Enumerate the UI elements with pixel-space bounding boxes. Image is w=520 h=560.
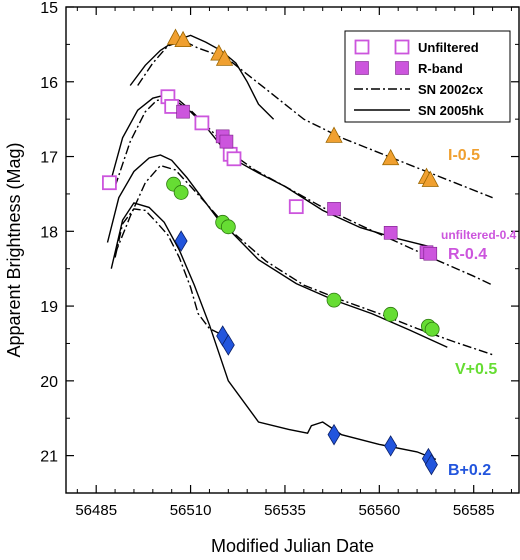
legend-label-r-band: R-band bbox=[418, 61, 463, 76]
data-markers bbox=[102, 28, 440, 476]
band-label-v: V+0.5 bbox=[455, 361, 497, 378]
data-point-v-0-5 bbox=[424, 321, 440, 337]
data-point-b-0-2 bbox=[424, 453, 438, 476]
y-tick-label: 18 bbox=[40, 224, 58, 241]
y-tick-label: 16 bbox=[40, 75, 58, 92]
legend-item-unfiltered: Unfiltered bbox=[354, 39, 479, 55]
axes: 56485 56510 56535 56560 56585 15 16 17 18 19 20 21 bbox=[40, 0, 519, 519]
x-axis-label: Modified Julian Date bbox=[211, 536, 374, 556]
data-point-i-0-5 bbox=[174, 30, 192, 48]
data-point-i-0-5 bbox=[421, 170, 439, 187]
curve-sn2005hk-b bbox=[110, 202, 437, 461]
data-point-b-0-2 bbox=[221, 334, 235, 356]
y-tick-label: 15 bbox=[40, 0, 58, 17]
y-tick-label: 17 bbox=[40, 150, 58, 167]
data-point-r-band bbox=[327, 202, 341, 216]
data-point-v-0-5 bbox=[326, 292, 342, 308]
y-tick-label: 19 bbox=[40, 299, 58, 316]
legend-marker bbox=[395, 61, 409, 75]
data-point-v-0-5 bbox=[220, 219, 236, 235]
data-point-r-band bbox=[176, 104, 190, 119]
data-point-r-band bbox=[423, 246, 438, 261]
data-point-r-band bbox=[383, 226, 398, 240]
curve-sn2005hk-v bbox=[106, 154, 448, 348]
data-point-unfiltered bbox=[288, 199, 304, 215]
y-tick-label: 20 bbox=[40, 374, 58, 391]
x-tick-label: 56485 bbox=[75, 502, 117, 519]
y-axis-label: Apparent Brightness (Mag) bbox=[4, 142, 24, 357]
data-point-b-0-2 bbox=[174, 230, 188, 252]
legend-box bbox=[344, 30, 511, 123]
legend-label-unfiltered: Unfiltered bbox=[418, 40, 479, 55]
legend-item-sn2002cx: SN 2002cx bbox=[354, 82, 484, 97]
band-labels: I-0.5 unfiltered-0.4 R-0.4 V+0.5 B+0.2 bbox=[441, 147, 517, 479]
x-tick-label: 56510 bbox=[170, 502, 212, 519]
curve-sn2005hk-r bbox=[110, 94, 429, 247]
data-point-unfiltered bbox=[194, 115, 210, 131]
legend-item-r-band: R-band bbox=[355, 61, 463, 76]
data-point-r-band bbox=[219, 134, 234, 149]
band-label-unfiltered: unfiltered-0.4 bbox=[441, 228, 517, 242]
data-point-v-0-5 bbox=[383, 306, 399, 322]
legend-marker bbox=[355, 61, 369, 75]
legend: Unfiltered R-band SN 2002cx SN 2005hk bbox=[344, 30, 511, 123]
legend-label-sn2005hk: SN 2005hk bbox=[418, 103, 485, 118]
curve-sn2002cx-b bbox=[114, 208, 225, 337]
legend-marker bbox=[354, 39, 370, 55]
plot-frame bbox=[65, 6, 520, 494]
curve-sn2005hk-i bbox=[129, 34, 275, 120]
band-label-r: R-0.4 bbox=[448, 246, 487, 263]
data-point-i-0-5 bbox=[325, 126, 343, 143]
x-tick-label: 56585 bbox=[453, 502, 495, 519]
x-tick-label: 56535 bbox=[264, 502, 306, 519]
data-point-b-0-2 bbox=[384, 435, 398, 457]
x-tick-label: 56560 bbox=[358, 502, 400, 519]
legend-item-sn2005hk: SN 2005hk bbox=[354, 103, 485, 118]
band-label-i: I-0.5 bbox=[448, 147, 480, 164]
data-point-b-0-2 bbox=[327, 423, 341, 446]
data-point-unfiltered bbox=[226, 151, 242, 167]
legend-marker bbox=[394, 39, 410, 55]
legend-label-sn2002cx: SN 2002cx bbox=[418, 82, 484, 97]
data-point-v-0-5 bbox=[173, 185, 189, 200]
data-point-i-0-5 bbox=[381, 148, 400, 166]
data-point-i-0-5 bbox=[215, 49, 234, 66]
band-label-b: B+0.2 bbox=[448, 462, 491, 479]
y-tick-label: 21 bbox=[40, 449, 58, 466]
data-point-unfiltered bbox=[102, 175, 117, 191]
